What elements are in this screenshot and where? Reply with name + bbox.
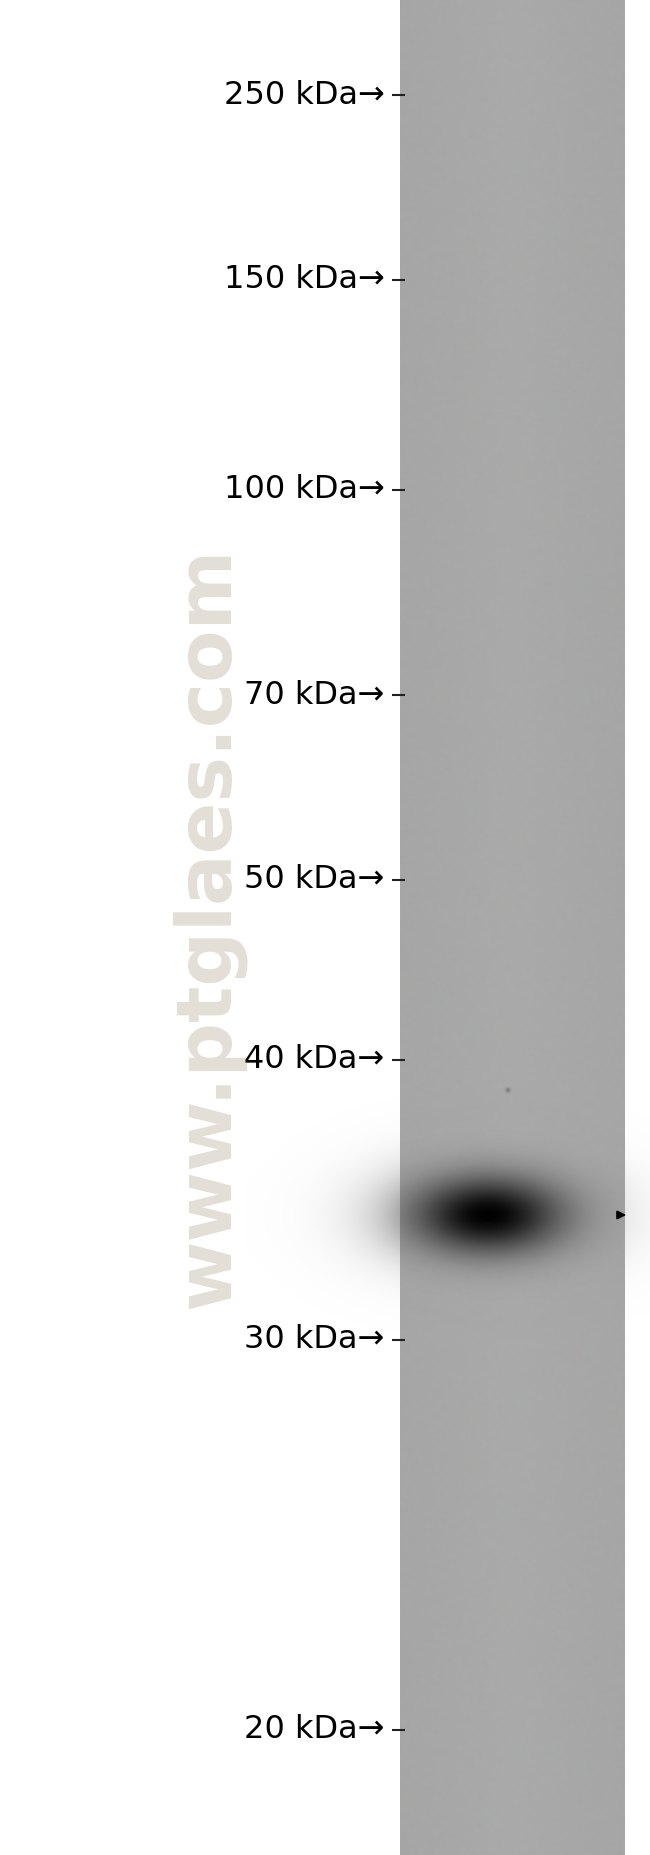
Text: www.ptglaes.com: www.ptglaes.com — [171, 547, 245, 1308]
Text: 50 kDa→: 50 kDa→ — [244, 864, 385, 896]
Text: 100 kDa→: 100 kDa→ — [224, 475, 385, 506]
Text: 30 kDa→: 30 kDa→ — [244, 1324, 385, 1356]
Text: 150 kDa→: 150 kDa→ — [224, 265, 385, 295]
Text: 70 kDa→: 70 kDa→ — [244, 679, 385, 710]
Text: 250 kDa→: 250 kDa→ — [224, 80, 385, 111]
Text: 20 kDa→: 20 kDa→ — [244, 1714, 385, 1746]
Text: 40 kDa→: 40 kDa→ — [244, 1044, 385, 1076]
